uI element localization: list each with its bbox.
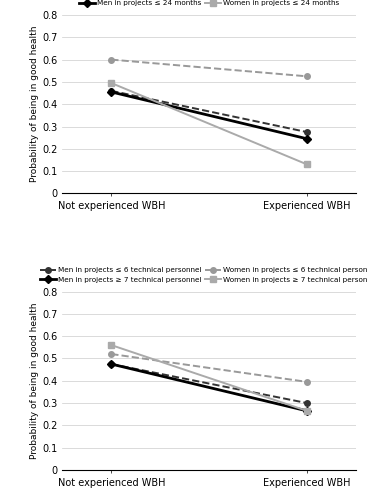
Legend: Men in projects ≥ 25 months, Men in projects ≤ 24 months, Women in projects ≥ 25: Men in projects ≥ 25 months, Men in proj… bbox=[77, 0, 341, 8]
Y-axis label: Probability of being in good health: Probability of being in good health bbox=[30, 26, 39, 182]
Y-axis label: Probability of being in good health: Probability of being in good health bbox=[30, 302, 39, 459]
Legend: Men in projects ≤ 6 technical personnel, Men in projects ≥ 7 technical personnel: Men in projects ≤ 6 technical personnel,… bbox=[39, 266, 367, 284]
